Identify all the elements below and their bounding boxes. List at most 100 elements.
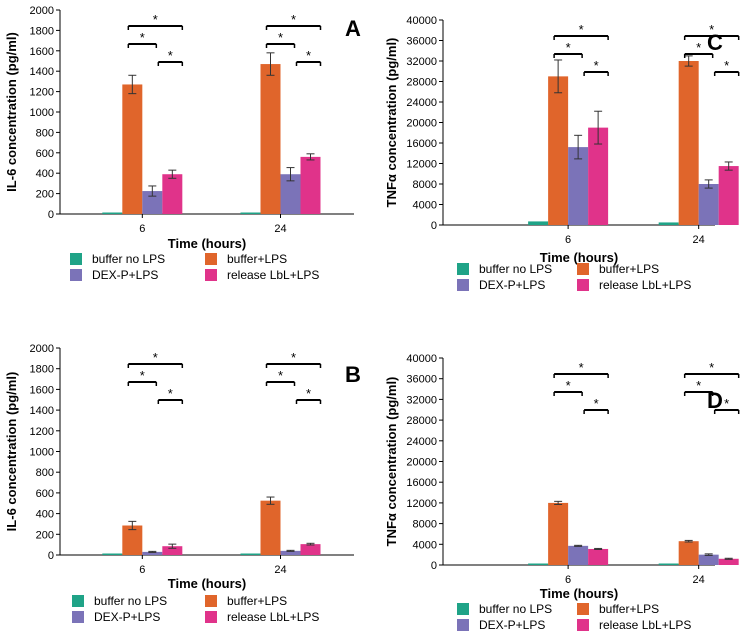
- panel-letter: D: [707, 388, 723, 413]
- significance-star: *: [278, 30, 283, 45]
- legend-label: DEX-P+LPS: [92, 268, 158, 282]
- y-tick-label: 4000: [413, 200, 437, 212]
- y-axis-title: TNFα concentration (pg/ml): [384, 38, 399, 208]
- y-tick-label: 400: [36, 168, 54, 180]
- significance-star: *: [594, 58, 599, 73]
- bar: [588, 548, 609, 565]
- significance-star: *: [594, 396, 599, 411]
- y-tick-label: 200: [36, 529, 54, 541]
- y-tick-label: 20000: [406, 118, 437, 130]
- legend-swatch: [577, 603, 589, 615]
- bar: [548, 76, 569, 225]
- y-tick-label: 1600: [30, 384, 54, 396]
- legend-swatch: [457, 619, 469, 631]
- bar: [102, 553, 123, 555]
- y-tick-label: 24000: [406, 436, 437, 448]
- legend-swatch: [457, 603, 469, 615]
- significance-star: *: [153, 350, 158, 365]
- y-axis-title: IL-6 concentration (pg/ml): [4, 32, 19, 192]
- legend-label: buffer+LPS: [227, 252, 287, 266]
- bar: [698, 554, 719, 565]
- bar: [568, 545, 589, 565]
- legend-swatch: [577, 263, 589, 275]
- legend-swatch: [205, 595, 217, 607]
- bar: [528, 221, 549, 225]
- y-tick-label: 0: [48, 550, 54, 562]
- y-tick-label: 40000: [406, 353, 437, 365]
- legend-label: buffer no LPS: [92, 252, 165, 266]
- y-tick-label: 40000: [406, 15, 437, 27]
- legend-swatch: [205, 253, 217, 265]
- legend-label: buffer no LPS: [479, 602, 552, 616]
- x-tick-label: 24: [693, 234, 705, 246]
- y-tick-label: 1000: [30, 107, 54, 119]
- bar: [658, 222, 679, 225]
- panel-letter: A: [345, 16, 361, 41]
- y-tick-label: 200: [36, 189, 54, 201]
- legend-label: DEX-P+LPS: [479, 278, 545, 292]
- legend-swatch: [72, 611, 84, 623]
- bar: [240, 212, 261, 214]
- y-tick-label: 36000: [406, 374, 437, 386]
- legend-label: release LbL+LPS: [599, 278, 691, 292]
- y-tick-label: 0: [431, 220, 437, 232]
- significance-star: *: [291, 12, 296, 27]
- bar: [102, 212, 123, 214]
- panel-letter: C: [707, 30, 723, 55]
- y-tick-label: 800: [36, 467, 54, 479]
- bar: [260, 64, 281, 214]
- y-tick-label: 1200: [30, 87, 54, 99]
- chart-panel-c: 0 4000 8000 12000 16000 20000 24000 28000 32000 3…: [384, 15, 740, 292]
- panel-letter: B: [345, 362, 361, 387]
- x-tick-label: 6: [565, 234, 571, 246]
- y-tick-label: 12000: [406, 498, 437, 510]
- y-tick-label: 4000: [413, 539, 437, 551]
- bar: [548, 502, 569, 565]
- significance-star: *: [278, 368, 283, 383]
- x-axis-title: Time (hours): [168, 576, 247, 591]
- chart-panel-d: 0 4000 8000 12000 16000 20000 24000 28000 32000 3…: [384, 353, 740, 632]
- legend-swatch: [457, 279, 469, 291]
- y-tick-label: 32000: [406, 394, 437, 406]
- bar: [280, 174, 301, 214]
- significance-star: *: [140, 368, 145, 383]
- bar: [678, 541, 699, 565]
- significance-star: *: [724, 58, 729, 73]
- bar: [142, 191, 163, 214]
- legend-label: buffer+LPS: [599, 602, 659, 616]
- significance-star: *: [579, 22, 584, 37]
- x-tick-label: 6: [139, 564, 145, 576]
- bar: [162, 546, 183, 555]
- legend-swatch: [70, 269, 82, 281]
- bar: [718, 166, 739, 225]
- bar: [260, 500, 281, 555]
- legend-swatch: [205, 611, 217, 623]
- x-tick-label: 6: [139, 223, 145, 235]
- y-tick-label: 600: [36, 488, 54, 500]
- bar: [162, 174, 183, 214]
- legend-label: release LbL+LPS: [227, 268, 319, 282]
- legend-label: release LbL+LPS: [227, 610, 319, 624]
- legend-swatch: [577, 279, 589, 291]
- bar: [718, 558, 739, 565]
- significance-star: *: [709, 360, 714, 375]
- y-tick-label: 1600: [30, 46, 54, 58]
- significance-star: *: [566, 40, 571, 55]
- significance-star: *: [696, 378, 701, 393]
- bar: [678, 61, 699, 225]
- bar: [698, 184, 719, 225]
- legend-swatch: [457, 263, 469, 275]
- legend-label: buffer+LPS: [227, 594, 287, 608]
- significance-star: *: [306, 48, 311, 63]
- significance-star: *: [291, 350, 296, 365]
- y-tick-label: 28000: [406, 77, 437, 89]
- y-tick-label: 400: [36, 509, 54, 521]
- bar: [300, 156, 321, 214]
- bar: [122, 84, 143, 215]
- y-tick-label: 0: [431, 560, 437, 572]
- bar: [240, 553, 261, 555]
- y-tick-label: 2000: [30, 5, 54, 17]
- y-tick-label: 600: [36, 148, 54, 160]
- bar: [122, 525, 143, 555]
- y-tick-label: 20000: [406, 457, 437, 469]
